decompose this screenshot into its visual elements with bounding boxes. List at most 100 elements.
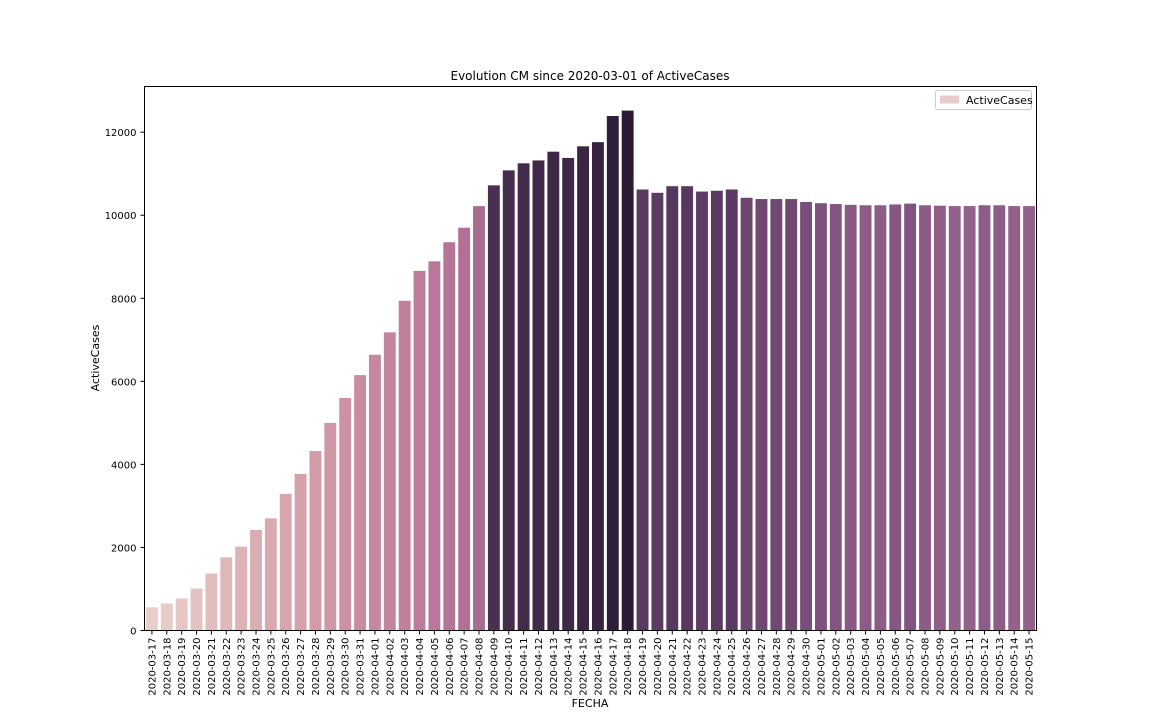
bar-2020-04-20 (651, 192, 664, 631)
x-tick-label: 2020-04-09 (489, 638, 500, 696)
x-tick-label: 2020-05-15 (1025, 638, 1036, 696)
x-tick-label: 2020-04-22 (683, 638, 694, 696)
bar-2020-04-16 (591, 142, 604, 631)
bar-2020-04-29 (785, 199, 798, 631)
x-tick-label: 2020-03-24 (252, 638, 263, 696)
bar-2020-04-14 (562, 157, 575, 631)
bar-2020-04-08 (473, 206, 485, 631)
bar-2020-03-25 (264, 518, 277, 631)
x-tick-label: 2020-04-06 (445, 638, 456, 696)
bar-2020-04-26 (740, 197, 753, 631)
x-tick-label: 2020-05-05 (876, 638, 887, 696)
x-tick-label: 2020-04-19 (638, 638, 649, 696)
bar-2020-03-24 (250, 530, 262, 631)
bar-2020-05-12 (978, 205, 991, 631)
bar-2020-04-01 (368, 354, 381, 631)
x-tick-label: 2020-04-18 (623, 638, 634, 696)
bar-2020-03-29 (324, 422, 337, 631)
bar-2020-04-23 (696, 191, 708, 631)
x-tick-label: 2020-04-24 (712, 638, 723, 696)
bar-2020-04-09 (487, 185, 500, 631)
y-axis: 0 2000 4000 6000 8000 10000 12000 (105, 128, 145, 638)
bar-2020-05-10 (948, 206, 961, 631)
legend-box (935, 90, 1032, 110)
x-tick-label: 2020-04-02 (385, 638, 396, 696)
x-tick-label: 2020-03-30 (341, 638, 352, 696)
bar-2020-03-27 (294, 473, 307, 631)
y-tick-label: 10000 (105, 211, 137, 222)
bar-2020-05-09 (933, 205, 946, 631)
x-tick-label: 2020-04-26 (742, 638, 753, 696)
x-tick-label: 2020-04-13 (549, 638, 560, 696)
x-tick-label: 2020-04-05 (430, 638, 441, 696)
x-tick-label: 2020-03-28 (311, 638, 322, 696)
x-tick-label: 2020-05-01 (816, 638, 827, 696)
bar-2020-03-31 (354, 375, 367, 631)
x-tick-label: 2020-04-16 (593, 638, 604, 696)
x-tick-label: 2020-03-23 (237, 638, 248, 696)
x-tick-label: 2020-05-03 (846, 638, 857, 696)
bar-2020-03-26 (279, 493, 292, 631)
x-tick-label: 2020-05-07 (906, 638, 917, 696)
x-tick-label: 2020-03-18 (162, 638, 173, 696)
x-tick-label: 2020-05-11 (965, 638, 976, 696)
y-tick-label: 12000 (105, 128, 137, 139)
x-tick-label: 2020-05-02 (831, 638, 842, 696)
y-tick-label: 4000 (111, 460, 136, 471)
bar-2020-03-19 (175, 598, 188, 631)
bar-2020-04-03 (398, 300, 411, 631)
bar-2020-04-06 (443, 242, 456, 631)
bar-2020-05-07 (904, 203, 917, 631)
x-tick-label: 2020-05-14 (1010, 638, 1021, 696)
bar-2020-05-02 (829, 204, 842, 631)
bar-2020-04-15 (577, 146, 590, 631)
x-tick-label: 2020-05-08 (921, 638, 932, 696)
legend-label: ActiveCases (966, 94, 1033, 107)
bar-2020-03-22 (220, 557, 233, 631)
bar-2020-04-04 (413, 270, 426, 631)
x-tick-label: 2020-03-26 (281, 638, 292, 696)
bar-2020-05-15 (1023, 206, 1036, 631)
x-tick-label: 2020-04-12 (534, 638, 545, 696)
x-tick-label: 2020-03-22 (222, 638, 233, 696)
bar-2020-04-17 (606, 115, 619, 631)
bar-2020-03-17 (145, 607, 158, 631)
x-tick-label: 2020-04-20 (653, 638, 664, 696)
x-tick-label: 2020-04-25 (727, 638, 738, 696)
x-tick-label: 2020-03-25 (266, 638, 277, 696)
x-tick-label: 2020-05-10 (950, 638, 961, 696)
x-tick-label: 2020-04-04 (415, 638, 426, 696)
x-tick-label: 2020-03-27 (296, 638, 307, 696)
bar-2020-05-05 (874, 205, 887, 631)
y-tick-label: 2000 (111, 543, 136, 554)
bar-2020-05-04 (859, 205, 872, 631)
bar-2020-04-30 (800, 201, 813, 631)
bar-2020-04-25 (725, 189, 738, 631)
x-tick-label: 2020-04-15 (579, 638, 590, 696)
bar-2020-04-10 (502, 170, 515, 631)
x-tick-label: 2020-04-10 (504, 638, 515, 696)
y-axis-label: ActiveCases (89, 324, 102, 391)
bar-2020-03-28 (309, 451, 322, 631)
bar-2020-04-11 (517, 163, 530, 631)
bar-2020-03-20 (190, 588, 203, 631)
x-tick-label: 2020-04-29 (787, 638, 798, 696)
bar-2020-03-30 (339, 397, 352, 631)
bar-2020-04-12 (532, 160, 545, 631)
y-tick-label: 0 (130, 627, 136, 638)
bar-2020-05-14 (1008, 206, 1021, 631)
y-tick-label: 6000 (111, 377, 136, 388)
bar-2020-03-18 (160, 603, 173, 631)
x-tick-label: 2020-04-21 (668, 638, 679, 696)
bar-2020-04-07 (458, 227, 471, 631)
x-tick-label: 2020-04-28 (772, 638, 783, 696)
y-tick-label: 8000 (111, 294, 136, 305)
x-tick-label: 2020-04-07 (460, 638, 471, 696)
x-tick-label: 2020-04-17 (608, 638, 619, 696)
x-tick-label: 2020-04-23 (698, 638, 709, 696)
bar-2020-05-11 (963, 206, 976, 631)
bar-2020-05-08 (919, 205, 931, 631)
bar-2020-04-19 (636, 189, 649, 631)
x-tick-label: 2020-05-12 (980, 638, 991, 696)
x-tick-label: 2020-03-31 (356, 638, 367, 696)
